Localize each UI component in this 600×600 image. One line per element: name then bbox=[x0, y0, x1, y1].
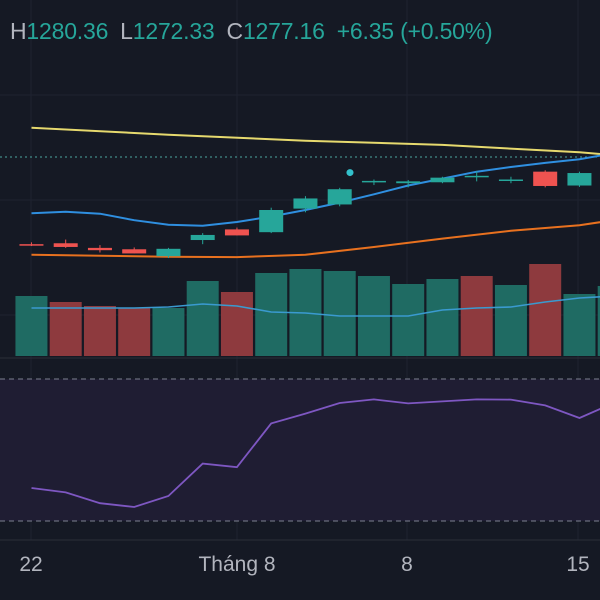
close-value: 1277.16 bbox=[242, 18, 325, 44]
candle-body bbox=[259, 210, 284, 233]
volume-bar bbox=[563, 294, 596, 356]
candle-body bbox=[567, 173, 592, 186]
candle-body bbox=[430, 177, 455, 183]
volume-bar bbox=[392, 284, 425, 356]
low-label: L bbox=[120, 18, 133, 44]
volume-bar bbox=[460, 276, 493, 356]
ma-line-orange bbox=[31, 221, 600, 259]
candle-body bbox=[122, 249, 147, 254]
candle-body bbox=[87, 247, 112, 251]
candle-body bbox=[327, 189, 352, 205]
candle-body bbox=[361, 180, 386, 183]
volume-bar bbox=[186, 281, 219, 356]
change-percent: (+0.50%) bbox=[400, 18, 493, 44]
ohlc-legend: H1280.36 L1272.33 C1277.16 +6.35 (+0.50%) bbox=[10, 18, 493, 45]
volume-bar bbox=[152, 308, 185, 356]
close-label: C bbox=[226, 18, 244, 44]
volume-ma-line bbox=[31, 295, 600, 317]
dividend-marker bbox=[346, 169, 354, 177]
volume-bar bbox=[118, 308, 151, 356]
candle-body bbox=[464, 175, 489, 178]
candlesticks bbox=[19, 169, 592, 259]
candle-body bbox=[533, 171, 558, 186]
volume-bar bbox=[494, 285, 527, 356]
volume-bar bbox=[597, 286, 600, 356]
rsi-band bbox=[0, 379, 600, 521]
candle-body bbox=[53, 243, 78, 247]
candle-body bbox=[396, 181, 421, 184]
volume-bar bbox=[426, 279, 459, 356]
candle-body bbox=[498, 179, 523, 182]
candle-body bbox=[293, 198, 318, 209]
volume-bar bbox=[15, 296, 48, 356]
high-value: 1280.36 bbox=[26, 18, 109, 44]
volume-bar bbox=[220, 292, 253, 356]
x-axis-label: Tháng 8 bbox=[198, 553, 276, 576]
candle-body bbox=[19, 244, 44, 246]
x-axis-label: 22 bbox=[19, 553, 43, 576]
x-axis-label: 8 bbox=[401, 553, 413, 576]
change-value: +6.35 bbox=[336, 18, 394, 44]
volume-bar bbox=[323, 271, 356, 356]
candle-body bbox=[224, 229, 249, 236]
x-axis-label: 15 bbox=[566, 553, 590, 576]
candle-body bbox=[190, 234, 215, 241]
volume-bars bbox=[15, 264, 600, 356]
high-label: H bbox=[10, 18, 27, 44]
low-value: 1272.33 bbox=[132, 18, 215, 44]
volume-bar bbox=[83, 306, 116, 356]
volume-bar bbox=[529, 264, 562, 356]
volume-bar bbox=[255, 273, 288, 356]
candle-body bbox=[156, 248, 181, 257]
ma-line-yellow bbox=[31, 126, 600, 155]
volume-bar bbox=[49, 302, 82, 356]
rsi-line bbox=[31, 398, 600, 508]
